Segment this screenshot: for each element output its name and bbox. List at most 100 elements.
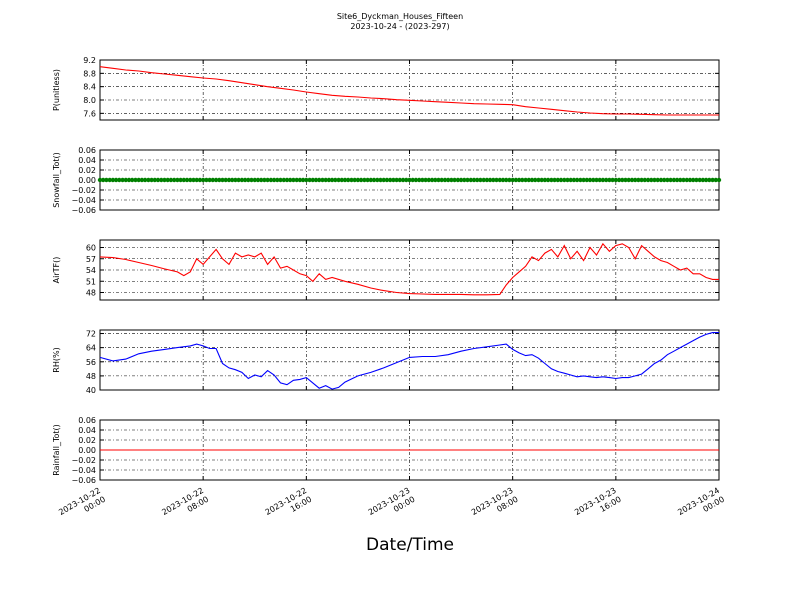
- data-point: [594, 177, 599, 183]
- y-tick-label: 0.06: [78, 146, 96, 155]
- data-point: [375, 177, 380, 183]
- y-tick-label: 0.06: [78, 416, 96, 425]
- data-point: [107, 177, 112, 183]
- data-point: [455, 177, 461, 183]
- y-tick-label: 57: [86, 255, 96, 264]
- data-point: [349, 177, 354, 183]
- data-point: [346, 177, 351, 183]
- data-point: [710, 177, 715, 183]
- data-point: [188, 177, 193, 183]
- panel-1: 0.060.040.020.00−0.02−0.04−0.06 Snowfall_…: [52, 146, 722, 215]
- data-point: [326, 177, 332, 183]
- data-point: [146, 177, 151, 183]
- data-point: [155, 177, 161, 183]
- data-point: [139, 177, 145, 183]
- data-point: [497, 177, 502, 183]
- data-point: [239, 177, 245, 183]
- panel-2: 60 57 54 51 48 AirTF(): [52, 239, 720, 301]
- data-point: [194, 177, 199, 183]
- data-point: [671, 177, 677, 183]
- data-point: [449, 177, 454, 183]
- data-point: [452, 177, 457, 183]
- y-tick-label: 7.6: [83, 109, 96, 118]
- data-point: [655, 177, 660, 183]
- data-point: [433, 177, 438, 183]
- data-point: [691, 177, 696, 183]
- y-axis-label: AirTF(): [52, 257, 61, 284]
- data-point: [304, 177, 309, 183]
- y-tick-label: 48: [86, 289, 96, 298]
- data-point: [407, 177, 412, 183]
- data-point: [504, 177, 509, 183]
- data-point: [684, 177, 689, 183]
- data-point: [462, 177, 467, 183]
- data-point: [446, 177, 451, 183]
- y-tick-label: 51: [86, 277, 96, 286]
- data-point: [694, 177, 699, 183]
- series-line-0: [99, 332, 719, 390]
- data-point: [339, 177, 344, 183]
- data-point: [600, 177, 606, 183]
- data-point: [265, 177, 270, 183]
- data-point: [288, 177, 293, 183]
- data-point: [658, 177, 664, 183]
- y-axis-label: P(unitless): [52, 69, 61, 111]
- y-tick-label: 72: [86, 330, 96, 339]
- data-point: [700, 177, 706, 183]
- data-point: [558, 177, 564, 183]
- data-point: [394, 177, 399, 183]
- data-point: [381, 177, 386, 183]
- data-point: [307, 177, 312, 183]
- data-point: [626, 177, 631, 183]
- data-point: [123, 177, 128, 183]
- data-point: [439, 177, 444, 183]
- y-tick-label: −0.06: [71, 476, 96, 485]
- data-point: [181, 177, 186, 183]
- data-point: [597, 177, 602, 183]
- data-point: [220, 177, 225, 183]
- data-point: [201, 177, 206, 183]
- data-point: [552, 177, 557, 183]
- data-point: [249, 177, 254, 183]
- data-point: [323, 177, 328, 183]
- y-tick-label: 60: [86, 244, 96, 253]
- data-point: [204, 177, 209, 183]
- data-point: [97, 177, 103, 183]
- figure-title-line1: Site6_Dyckman_Houses_Fifteen: [337, 12, 463, 21]
- data-point: [217, 177, 222, 183]
- data-point: [423, 177, 428, 183]
- data-point: [184, 177, 190, 183]
- data-point: [120, 177, 125, 183]
- data-point: [291, 177, 296, 183]
- data-point: [716, 177, 722, 183]
- y-tick-label: 48: [86, 372, 96, 381]
- data-point: [417, 177, 422, 183]
- panels-group: 9.28.88.48.07.6P(unitless)0.060.040.020.…: [52, 56, 722, 485]
- data-point: [713, 177, 718, 183]
- data-point: [310, 177, 315, 183]
- y-tick-label: 0.04: [78, 156, 96, 165]
- data-point: [574, 177, 580, 183]
- data-point: [297, 177, 303, 183]
- x-axis-label: Date/Time: [366, 535, 454, 555]
- data-point: [484, 177, 490, 183]
- data-point: [362, 177, 367, 183]
- y-tick-label: 8.0: [83, 96, 96, 105]
- data-point: [616, 177, 622, 183]
- y-axis-label: Rainfall_Tot(): [52, 424, 61, 476]
- data-point: [152, 177, 157, 183]
- y-tick-label: 0.02: [78, 436, 96, 445]
- data-point: [368, 177, 373, 183]
- data-point: [329, 177, 335, 183]
- data-point: [159, 177, 164, 183]
- data-point: [426, 177, 431, 183]
- data-point: [681, 177, 686, 183]
- data-point: [620, 177, 625, 183]
- data-point: [384, 177, 390, 183]
- data-point: [284, 177, 290, 183]
- data-point: [520, 177, 525, 183]
- y-tick-label: 64: [86, 344, 96, 353]
